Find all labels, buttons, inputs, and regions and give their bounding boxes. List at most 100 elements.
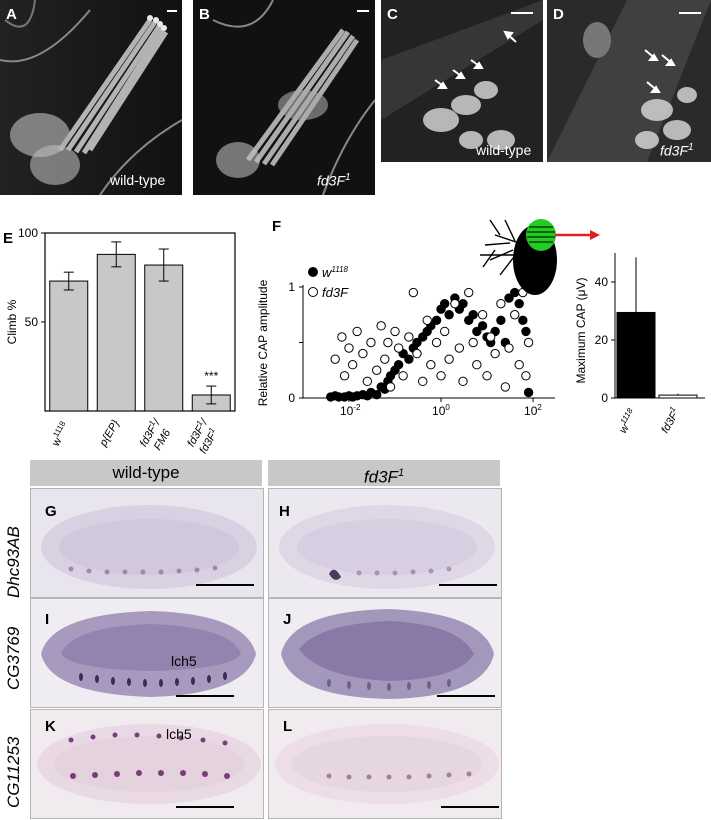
panel-d-image: D fd3F1 [547,0,711,162]
point-fd3f [366,337,376,348]
point-fd3f [380,354,390,364]
point-w1118 [468,310,478,320]
point-w1118 [431,315,442,326]
point-fd3f [523,337,534,348]
panel-label: C [387,6,398,23]
panel-label: E [3,230,14,247]
neuron-image-b [193,0,375,195]
scale-bar [437,695,495,697]
point-fd3f [431,337,442,348]
point-fd3f [408,287,419,298]
point-fd3f [444,354,454,364]
y-tick-label: 0 [601,391,608,405]
point-fd3f [504,343,514,353]
x-tick-label: 102 [524,403,542,415]
point-fd3f [337,332,347,342]
point-fd3f [362,376,373,387]
x-tick-label: w1118 [47,419,73,449]
x-tick-label: fd3F1/FM6 [138,417,174,453]
y-axis-label: Maximum CAP (μV) [574,277,588,383]
panel-label: L [283,718,293,735]
point-fd3f [412,348,422,359]
point-fd3f [496,298,506,309]
panel-l-embryo: L [268,709,502,819]
scale-bar [439,584,497,586]
point-w1118 [496,315,506,326]
point-w1118 [372,389,382,400]
panel-caption: wild-type [476,142,532,158]
panel-label: J [283,611,292,628]
panel-label: D [553,6,564,23]
y-axis-label: Relative CAP amplitude [256,279,270,406]
x-tick-label: fd3F1/fd3F1 [185,417,219,455]
significance-label: *** [204,369,218,383]
panel-caption: fd3F1 [660,142,694,159]
point-fd3f [490,348,500,359]
legend-label-w1118: w1118 [322,265,349,280]
x-tick-label: 100 [432,403,450,415]
panel-label: H [279,503,290,520]
column-header-fd3f1: fd3F1 [268,460,500,487]
point-fd3f [422,315,432,326]
scale-bar [679,12,701,14]
point-fd3f [376,321,386,331]
svg-text:w1118: w1118 [615,406,641,435]
panel-label: K [45,718,56,735]
point-fd3f [418,376,428,387]
row-label-cg3769: CG3769 [4,626,23,690]
point-fd3f [464,287,474,298]
scale-bar [196,584,254,586]
scale-bar [176,806,234,808]
point-fd3f [390,326,400,337]
point-w1118 [444,310,454,320]
point-w1118 [514,298,524,309]
panel-k-embryo: K lch5 [30,709,264,819]
point-fd3f [500,382,511,392]
point-fd3f [352,326,362,337]
y-tick-label: 100 [18,226,38,240]
row-label-dhc93ab: Dhc93AB [4,526,23,598]
svg-text:p{EP}: p{EP} [97,418,122,450]
point-fd3f [521,371,531,381]
point-fd3f [344,343,354,353]
point-fd3f [458,376,468,387]
point-fd3f [398,371,408,381]
point-w1118 [439,298,450,309]
point-fd3f [372,365,382,375]
neuron-image-d [547,0,711,162]
lch5-annotation: lch5 [166,726,192,742]
point-fd3f [450,298,460,309]
point-w1118 [412,337,422,348]
svg-text:w1118: w1118 [47,419,73,449]
point-fd3f [454,343,465,353]
fly-head-illustration [480,219,600,295]
point-fd3f [393,343,404,353]
x-tick-label: 10-2 [340,403,361,415]
point-fd3f [482,371,492,381]
point-fd3f [472,360,482,370]
y-tick-label: 20 [595,333,609,347]
bar [96,253,136,412]
panel-label: B [199,6,210,23]
panel-label: F [272,218,282,235]
x-tick-label: w1118 [615,406,641,435]
max-cap-bar-chart: 0 20 40 Maximum CAP (μV) w1118 fd3F1 [574,253,705,435]
bar [616,311,656,399]
column-header-wild-type: wild-type [30,460,262,486]
point-fd3f [436,371,446,381]
point-fd3f [477,310,488,320]
panel-caption: wild-type [110,172,166,188]
panel-g-embryo: G [30,488,264,598]
scale-bar [167,10,177,12]
panel-caption: fd3F1 [317,172,351,189]
antenna-icon [526,219,556,251]
point-fd3f [339,371,350,381]
bar [49,280,89,412]
point-w1118 [477,321,488,331]
point-fd3f [439,326,450,337]
y-axis-label: Climb % [5,299,19,344]
point-w1118 [504,293,514,303]
x-tick-label: fd3F1 [659,405,681,435]
point-fd3f [347,360,358,370]
